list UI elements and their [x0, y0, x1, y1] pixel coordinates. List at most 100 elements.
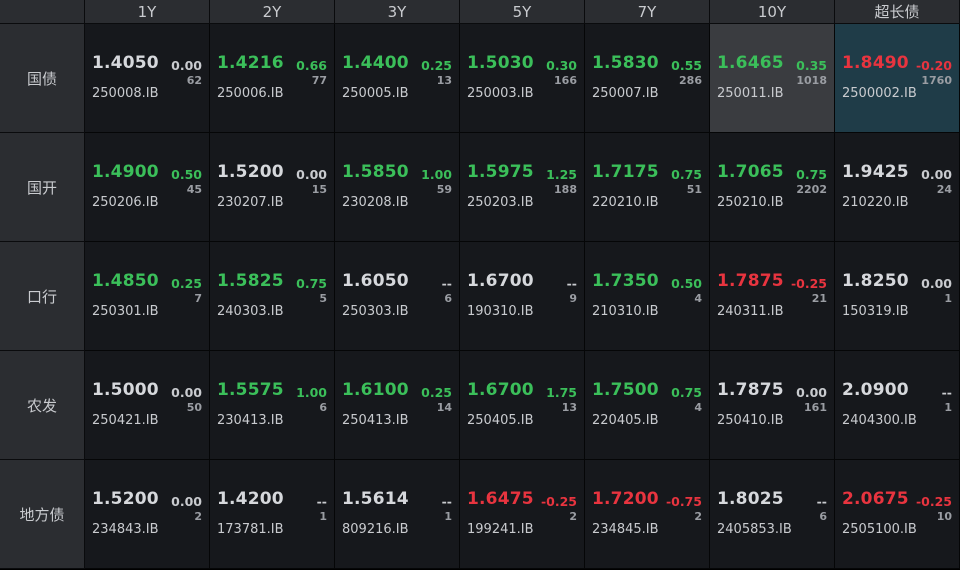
row-header-exim[interactable]: 口行 [0, 242, 85, 351]
yield-change: -- [441, 494, 452, 509]
quote-cell[interactable]: 1.4200 -- 1 173781.IB [210, 460, 335, 569]
quote-cell[interactable]: 1.8490 -0.20 1760 2500002.IB [835, 24, 960, 133]
trade-count: 161 [804, 401, 827, 414]
quote-cell[interactable]: 1.7350 0.50 4 210310.IB [585, 242, 710, 351]
trade-count: 77 [311, 74, 327, 87]
quote-cell[interactable]: 1.6050 -- 6 250303.IB [335, 242, 460, 351]
bond-code: 250421.IB [92, 413, 159, 428]
quote-cell[interactable]: 1.5830 0.55 286 250007.IB [585, 24, 710, 133]
bond-code: 240311.IB [717, 304, 784, 319]
yield-change: -- [441, 276, 452, 291]
quote-cell[interactable]: 1.6465 0.35 1018 250011.IB [710, 24, 835, 133]
row-header-cdb[interactable]: 国开 [0, 133, 85, 242]
yield-value: 1.5614 [342, 489, 409, 509]
yield-value: 1.7875 [717, 271, 784, 291]
quote-cell[interactable]: 1.9425 0.00 24 210220.IB [835, 133, 960, 242]
trade-count: 2202 [796, 183, 827, 196]
bond-code: 250206.IB [92, 195, 159, 210]
column-header-ultra-long[interactable]: 超长债 [835, 0, 960, 24]
column-header-7y[interactable]: 7Y [585, 0, 710, 24]
quote-cell[interactable]: 1.6700 -- 9 190310.IB [460, 242, 585, 351]
yield-change: 0.50 [171, 167, 202, 182]
yield-change: 0.75 [296, 276, 327, 291]
trade-count: 2 [694, 510, 702, 523]
yield-change: -0.25 [790, 276, 827, 291]
quote-cell[interactable]: 1.5975 1.25 188 250203.IB [460, 133, 585, 242]
yield-value: 1.6465 [717, 53, 784, 73]
yield-change: 0.25 [421, 58, 452, 73]
quote-cell[interactable]: 1.8025 -- 6 2405853.IB [710, 460, 835, 569]
trade-count: 62 [186, 74, 202, 87]
yield-value: 1.7350 [592, 271, 659, 291]
row-header-adbc[interactable]: 农发 [0, 351, 85, 460]
quote-cell[interactable]: 2.0900 -- 1 2404300.IB [835, 351, 960, 460]
yield-change: 0.25 [171, 276, 202, 291]
row-header-treasury[interactable]: 国债 [0, 24, 85, 133]
quote-cell[interactable]: 1.5575 1.00 6 230413.IB [210, 351, 335, 460]
yield-change: -0.20 [915, 58, 952, 73]
trade-count: 4 [694, 401, 702, 414]
trade-count: 1 [944, 401, 952, 414]
yield-change: 0.50 [671, 276, 702, 291]
quote-cell[interactable]: 1.5200 0.00 2 234843.IB [85, 460, 210, 569]
bond-code: 250410.IB [717, 413, 784, 428]
bond-code: 250011.IB [717, 86, 784, 101]
quote-cell[interactable]: 1.5614 -- 1 809216.IB [335, 460, 460, 569]
column-header-2y[interactable]: 2Y [210, 0, 335, 24]
bond-code: 2500002.IB [842, 86, 917, 101]
trade-count: 51 [686, 183, 702, 196]
quote-cell[interactable]: 1.8250 0.00 1 150319.IB [835, 242, 960, 351]
quote-cell[interactable]: 1.5850 1.00 59 230208.IB [335, 133, 460, 242]
yield-change: 1.75 [546, 385, 577, 400]
bond-code: 250301.IB [92, 304, 159, 319]
quote-cell[interactable]: 1.6100 0.25 14 250413.IB [335, 351, 460, 460]
column-header-1y[interactable]: 1Y [85, 0, 210, 24]
yield-value: 1.7200 [592, 489, 659, 509]
quote-cell[interactable]: 1.5000 0.00 50 250421.IB [85, 351, 210, 460]
yield-change: 0.00 [921, 276, 952, 291]
bond-code: 250210.IB [717, 195, 784, 210]
quote-cell[interactable]: 1.7875 0.00 161 250410.IB [710, 351, 835, 460]
yield-value: 2.0900 [842, 380, 909, 400]
quote-cell[interactable]: 1.5200 0.00 15 230207.IB [210, 133, 335, 242]
yield-change: 0.30 [546, 58, 577, 73]
bond-code: 2404300.IB [842, 413, 917, 428]
quote-cell[interactable]: 1.7065 0.75 2202 250210.IB [710, 133, 835, 242]
quote-cell[interactable]: 1.4216 0.66 77 250006.IB [210, 24, 335, 133]
bond-code: 250005.IB [342, 86, 409, 101]
trade-count: 286 [679, 74, 702, 87]
bond-code: 230207.IB [217, 195, 284, 210]
quote-cell[interactable]: 1.7200 -0.75 2 234845.IB [585, 460, 710, 569]
quote-cell[interactable]: 1.7500 0.75 4 220405.IB [585, 351, 710, 460]
bond-code: 220210.IB [592, 195, 659, 210]
yield-value: 1.7065 [717, 162, 784, 182]
quote-cell[interactable]: 1.4400 0.25 13 250005.IB [335, 24, 460, 133]
yield-value: 1.8490 [842, 53, 909, 73]
bond-code: 250007.IB [592, 86, 659, 101]
yield-value: 1.5830 [592, 53, 659, 73]
quote-cell[interactable]: 1.4900 0.50 45 250206.IB [85, 133, 210, 242]
bond-code: 250203.IB [467, 195, 534, 210]
quote-cell[interactable]: 1.7875 -0.25 21 240311.IB [710, 242, 835, 351]
quote-cell[interactable]: 1.4850 0.25 7 250301.IB [85, 242, 210, 351]
yield-value: 1.5825 [217, 271, 284, 291]
yield-value: 1.4200 [217, 489, 284, 509]
quote-cell[interactable]: 1.4050 0.00 62 250008.IB [85, 24, 210, 133]
bond-code: 234845.IB [592, 522, 659, 537]
quote-cell[interactable]: 1.6475 -0.25 2 199241.IB [460, 460, 585, 569]
column-header-5y[interactable]: 5Y [460, 0, 585, 24]
quote-cell[interactable]: 1.5030 0.30 166 250003.IB [460, 24, 585, 133]
bond-code: 250303.IB [342, 304, 409, 319]
yield-change: 0.75 [796, 167, 827, 182]
quote-cell[interactable]: 1.7175 0.75 51 220210.IB [585, 133, 710, 242]
quote-cell[interactable]: 2.0675 -0.25 10 2505100.IB [835, 460, 960, 569]
yield-change: 0.00 [296, 167, 327, 182]
column-header-10y[interactable]: 10Y [710, 0, 835, 24]
row-header-local-gov[interactable]: 地方债 [0, 460, 85, 569]
trade-count: 50 [186, 401, 202, 414]
column-header-3y[interactable]: 3Y [335, 0, 460, 24]
quote-cell[interactable]: 1.5825 0.75 5 240303.IB [210, 242, 335, 351]
yield-change: 0.75 [671, 167, 702, 182]
quote-cell[interactable]: 1.6700 1.75 13 250405.IB [460, 351, 585, 460]
bond-code: 190310.IB [467, 304, 534, 319]
